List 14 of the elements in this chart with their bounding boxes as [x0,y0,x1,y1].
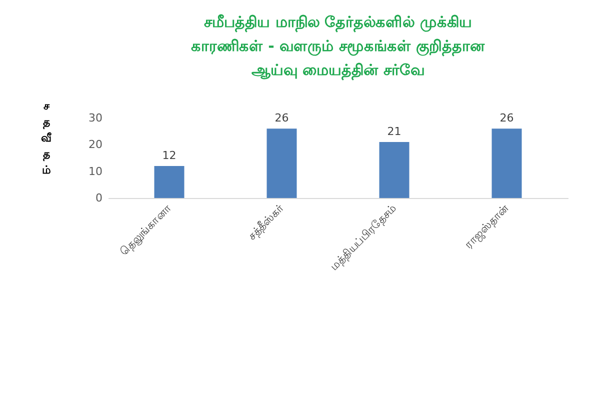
bar [492,128,522,198]
bar [154,166,184,198]
data-label: 26 [274,112,289,125]
y-tick-label: 20 [88,138,102,152]
bar [266,128,297,198]
y-tick-label: 30 [88,112,102,124]
data-label: 21 [387,125,402,138]
bar [379,142,410,198]
chart-title: சமீபத்திய மாநில தேர்தல்களில் முக்கிய காரணிகள் - வளரும் சமூகங்கள் குறித்தான ஆய்வு மையத்தின் சர்வே [190,13,486,80]
data-label: 26 [500,112,514,125]
y-tick-label: 0 [96,192,102,204]
y-axis-title: சதவீதம் [41,100,52,176]
data-label: 12 [162,149,176,162]
y-tick-label: 10 [88,164,102,178]
